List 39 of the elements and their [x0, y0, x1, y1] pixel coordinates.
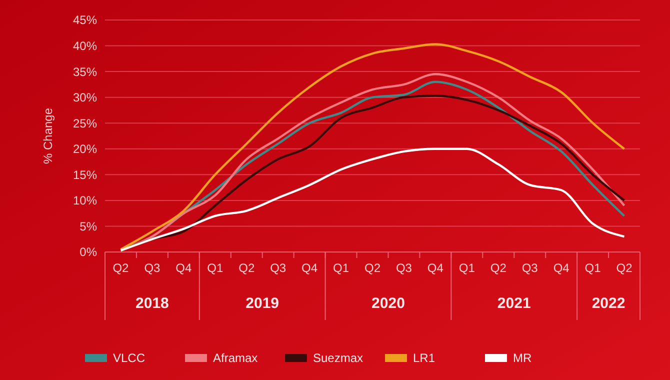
x-tick-label: Q2: [364, 261, 381, 275]
legend-label: LR1: [413, 351, 436, 366]
legend-label: Aframax: [213, 351, 258, 366]
x-tick-label: Q4: [427, 261, 444, 275]
y-tick-label: 45%: [72, 13, 98, 28]
legend-label: VLCC: [113, 351, 146, 366]
x-tick-label: Q4: [553, 261, 570, 275]
y-tick-label: 25%: [72, 116, 98, 130]
y-tick-label: 40%: [72, 38, 98, 53]
text: 2021: [497, 295, 531, 312]
y-tick-label: 20%: [72, 142, 98, 156]
x-tick-label: Q1: [207, 261, 224, 275]
x-tick-label: Q3: [144, 261, 161, 275]
x-tick-label: Q3: [396, 261, 412, 275]
y-tick-label: 5%: [80, 219, 98, 234]
text: 2018: [136, 295, 169, 312]
y-tick-label: 0%: [80, 245, 98, 260]
line-series: [120, 148, 626, 252]
x-tick-label: Q4: [302, 261, 318, 275]
text: 2019: [246, 295, 280, 312]
x-tick-label: Q1: [584, 261, 602, 275]
text: 2022: [592, 295, 626, 312]
y-tick-label: 10%: [72, 194, 98, 208]
x-tick-label: Q1: [333, 261, 350, 275]
x-tick-label: Q3: [270, 261, 286, 275]
x-tick-label: Q2: [616, 261, 633, 275]
x-tick-label: Q2: [238, 261, 255, 275]
y-tick-label: 30%: [72, 90, 98, 105]
y-axis-title: % Change: [41, 108, 55, 164]
legend-label: MR: [513, 351, 532, 366]
legend-label: Suezmax: [313, 351, 364, 366]
x-tick-label: Q1: [458, 261, 476, 275]
x-tick-label: Q4: [176, 261, 192, 275]
x-tick-label: Q2: [490, 261, 507, 275]
y-tick-label: 35%: [72, 64, 98, 79]
text: 2020: [372, 295, 405, 312]
y-tick-label: 15%: [72, 168, 98, 182]
x-tick-label: Q2: [112, 261, 130, 275]
x-tick-label: Q3: [522, 261, 538, 275]
